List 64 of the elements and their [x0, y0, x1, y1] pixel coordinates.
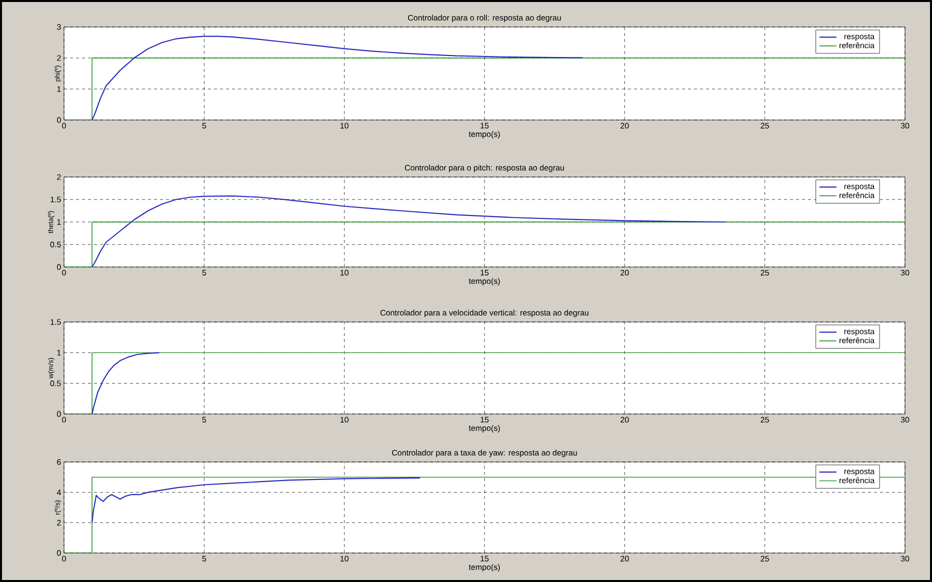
y-tick-label: 3 [56, 24, 61, 30]
x-tick-label: 0 [62, 122, 66, 129]
x-axis-title: tempo(s) [468, 564, 500, 572]
y-tick-label: 1.5 [50, 319, 61, 325]
x-tick-label: 15 [480, 122, 489, 128]
x-tick-label: 15 [480, 270, 489, 276]
chart-title: Controlador para a taxa de yaw: resposta ao degrau [392, 450, 577, 458]
legend-label: resposta [844, 34, 875, 41]
legend-label: resposta [844, 328, 875, 336]
x-axis-title: tempo(s) [468, 278, 500, 286]
y-tick-label: 2 [57, 55, 61, 61]
x-tick-label: 15 [480, 556, 489, 562]
x-tick-label: 25 [760, 416, 769, 423]
x-tick-label: 20 [620, 416, 629, 423]
y-tick-label: 0 [57, 264, 61, 270]
legend-label: referência [840, 192, 875, 198]
x-tick-label: 20 [620, 556, 629, 562]
y-tick-label: 2 [57, 174, 61, 180]
y-tick-label: 1 [57, 86, 61, 92]
x-tick-label: 20 [620, 270, 629, 276]
x-tick-label: 25 [760, 122, 769, 129]
y-tick-label: 1 [57, 219, 61, 225]
line-series [91, 195, 726, 267]
x-tick-label: 30 [900, 270, 910, 276]
chart-title: Controlador para o pitch: resposta ao degrau [404, 164, 564, 172]
x-tick-label: 30 [900, 556, 910, 562]
chart-title: Controlador para o roll: resposta ao degrau [408, 14, 561, 22]
chart-title: Controlador para a velocidade vertical: resposta ao degrau [380, 310, 588, 318]
x-tick-label: 5 [202, 122, 206, 128]
line-series [91, 477, 421, 524]
line-series [91, 352, 160, 414]
y-tick-label: 4 [56, 490, 61, 496]
x-tick-label: 30 [900, 122, 910, 129]
legend-label: referência [840, 42, 875, 48]
x-tick-label: 5 [202, 270, 206, 276]
x-tick-label: 20 [620, 122, 629, 129]
x-tick-label: 5 [202, 556, 206, 562]
x-axis-title: tempo(s) [468, 131, 500, 139]
legend-label: resposta [844, 468, 875, 476]
x-tick-label: 0 [62, 416, 66, 423]
x-tick-label: 10 [340, 122, 348, 129]
y-tick-label: 6 [57, 459, 61, 465]
x-tick-label: 15 [480, 416, 489, 422]
y-tick-label: 0.5 [50, 380, 61, 386]
y-tick-label: 0 [57, 117, 61, 123]
x-tick-label: 5 [202, 416, 206, 422]
x-tick-label: 25 [760, 270, 769, 276]
y-tick-label: 0 [57, 411, 61, 417]
x-tick-label: 30 [900, 416, 910, 423]
legend-label: referência [840, 337, 875, 344]
y-tick-label: 1 [57, 350, 61, 356]
y-tick-label: 0.5 [50, 242, 61, 248]
x-tick-label: 10 [340, 556, 348, 562]
legend-label: referência [840, 477, 875, 484]
x-axis-title: tempo(s) [468, 425, 500, 433]
legend-label: resposta [844, 184, 875, 191]
x-tick-label: 0 [62, 270, 66, 276]
x-tick-label: 25 [760, 556, 769, 562]
y-tick-label: 2 [57, 520, 61, 526]
y-tick-label: 1.5 [50, 196, 61, 202]
y-tick-label: 0 [57, 550, 61, 556]
x-tick-label: 10 [340, 416, 348, 423]
x-tick-label: 10 [340, 270, 348, 276]
x-tick-label: 0 [62, 556, 66, 562]
